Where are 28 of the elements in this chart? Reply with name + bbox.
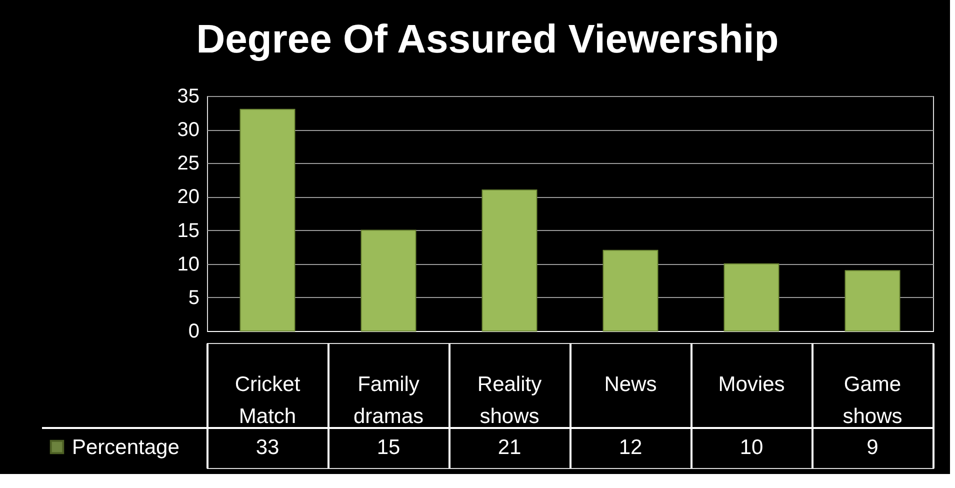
bar xyxy=(240,108,296,332)
legend-label: Percentage xyxy=(72,436,180,459)
data-label: 9 xyxy=(866,436,878,459)
chart-title: Degree Of Assured Viewership xyxy=(196,18,779,62)
data-label: 33 xyxy=(256,436,280,459)
y-tick-label: 25 xyxy=(177,152,200,175)
bar xyxy=(724,263,780,332)
y-tick-label: 35 xyxy=(177,86,200,108)
data-label: 12 xyxy=(618,436,642,459)
data-label: 10 xyxy=(740,436,764,459)
y-tick-label: 15 xyxy=(177,220,200,242)
x-tick-label: Movies xyxy=(718,373,785,396)
bar xyxy=(360,230,416,332)
x-tick-label: Cricket Match xyxy=(234,373,300,428)
y-tick-label: 5 xyxy=(188,286,200,309)
x-tick-label: News xyxy=(604,373,657,396)
y-tick-label: 10 xyxy=(177,253,200,276)
y-tick-label: 20 xyxy=(177,186,200,208)
x-tick-label: Family dramas xyxy=(353,373,424,428)
y-tick-label: 30 xyxy=(177,119,200,142)
bar xyxy=(482,190,538,332)
bar xyxy=(844,270,900,332)
x-tick-label: Reality shows xyxy=(477,373,542,428)
data-label: 15 xyxy=(376,436,400,459)
y-tick-label: 0 xyxy=(188,320,200,342)
x-tick-label: Game shows xyxy=(842,373,902,428)
data-label: 21 xyxy=(498,436,522,459)
bar xyxy=(602,250,658,332)
